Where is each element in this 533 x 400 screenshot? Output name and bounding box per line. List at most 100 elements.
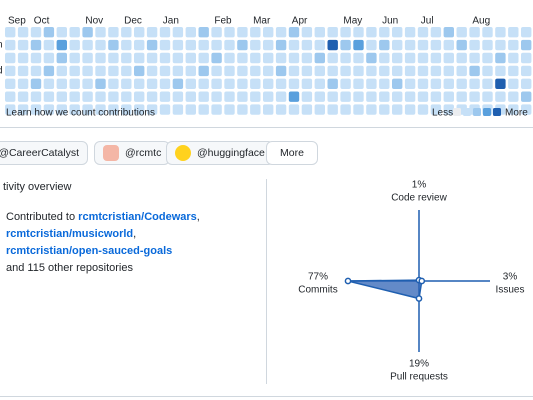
day-cell: [508, 91, 519, 102]
day-cell: [159, 78, 171, 89]
day-cell: [482, 27, 493, 38]
day-cell: [404, 104, 416, 115]
day-cell: [430, 104, 442, 115]
day-cell: [121, 78, 132, 89]
day-label: d: [0, 66, 3, 77]
day-cell: [456, 91, 467, 102]
day-cell: [340, 27, 351, 38]
day-cell: [43, 39, 55, 51]
radar-percent: 3%: [503, 272, 518, 283]
day-label: n: [0, 40, 3, 51]
day-cell: [172, 52, 184, 64]
repo-link[interactable]: rcmtcristian/musicworld: [6, 228, 134, 240]
radar-percent: 1%: [412, 180, 427, 191]
day-cell: [69, 104, 80, 115]
day-cell: [521, 104, 532, 115]
more-button[interactable]: More: [266, 141, 318, 165]
day-cell: [482, 78, 493, 89]
day-cell: [301, 52, 313, 64]
divider: [0, 127, 533, 128]
day-cell: [263, 91, 274, 102]
day-cell: [275, 104, 287, 115]
day-cell: [30, 104, 42, 115]
day-cell: [82, 27, 93, 38]
radar-percent: 19%: [409, 359, 429, 370]
day-cell: [275, 52, 287, 64]
day-cell: [327, 52, 338, 64]
day-cell: [146, 65, 158, 77]
day-cell: [327, 78, 338, 89]
org-button[interactable]: @huggingface: [166, 141, 274, 165]
day-cell: [237, 27, 248, 38]
day-cell: [82, 52, 93, 64]
day-cell: [95, 52, 106, 64]
day-cell: [185, 65, 196, 77]
day-cell: [185, 78, 196, 89]
day-cell: [69, 78, 80, 89]
day-cell: [121, 65, 132, 77]
day-cell: [159, 39, 171, 51]
day-cell: [417, 78, 429, 89]
legend-swatch: [493, 108, 501, 116]
day-cell: [250, 78, 261, 89]
day-cell: [508, 78, 519, 89]
day-cell: [263, 39, 274, 51]
day-cell: [146, 91, 158, 102]
day-cell: [275, 78, 287, 89]
repo-link[interactable]: rcmtcristian/open-sauced-goals: [6, 245, 173, 257]
day-cell: [185, 39, 196, 51]
org-button[interactable]: @rcmtc: [94, 141, 171, 165]
day-cell: [250, 91, 261, 102]
day-cell: [95, 78, 106, 89]
day-cell: [237, 91, 248, 102]
day-cell: [172, 104, 184, 115]
day-cell: [443, 91, 454, 102]
day-cell: [379, 104, 390, 115]
month-label: May: [343, 16, 362, 27]
day-cell: [5, 78, 16, 89]
legend-swatch: [463, 108, 471, 116]
day-cell: [237, 104, 248, 115]
day-cell: [121, 104, 132, 115]
day-cell: [82, 39, 93, 51]
day-cell: [443, 65, 454, 77]
day-cell: [366, 78, 377, 89]
day-cell: [263, 78, 274, 89]
radar-vertex: [415, 295, 423, 302]
day-cell: [5, 65, 16, 77]
day-cell: [185, 104, 196, 115]
radar-vertex: [344, 277, 352, 285]
radar-label: Issues: [496, 285, 525, 296]
day-cell: [121, 39, 132, 51]
day-cell: [288, 65, 300, 77]
day-cell: [56, 91, 67, 102]
day-cell: [288, 39, 300, 51]
day-cell: [108, 39, 119, 51]
day-cell: [353, 27, 364, 38]
org-name: @huggingface: [197, 147, 265, 159]
day-cell: [275, 39, 287, 51]
day-cell: [211, 65, 222, 77]
day-cell: [508, 65, 519, 77]
month-label: Feb: [214, 16, 232, 27]
day-cell: [392, 104, 403, 115]
day-cell: [43, 27, 55, 38]
day-cell: [275, 65, 287, 77]
day-cell: [301, 91, 313, 102]
day-cell: [353, 65, 364, 77]
day-cell: [443, 104, 454, 115]
org-name: @rcmtc: [125, 147, 162, 159]
day-cell: [146, 27, 158, 38]
day-cell: [469, 65, 480, 77]
day-cell: [327, 104, 338, 115]
day-cell: [495, 39, 506, 51]
month-label: Apr: [292, 16, 308, 27]
repo-link[interactable]: rcmtcristian/Codewars: [78, 211, 197, 223]
day-cell: [159, 52, 171, 64]
day-cell: [314, 78, 325, 89]
day-cell: [159, 104, 171, 115]
day-cell: [495, 65, 506, 77]
org-button[interactable]: @CareerCatalyst: [0, 141, 88, 165]
day-cell: [5, 91, 16, 102]
